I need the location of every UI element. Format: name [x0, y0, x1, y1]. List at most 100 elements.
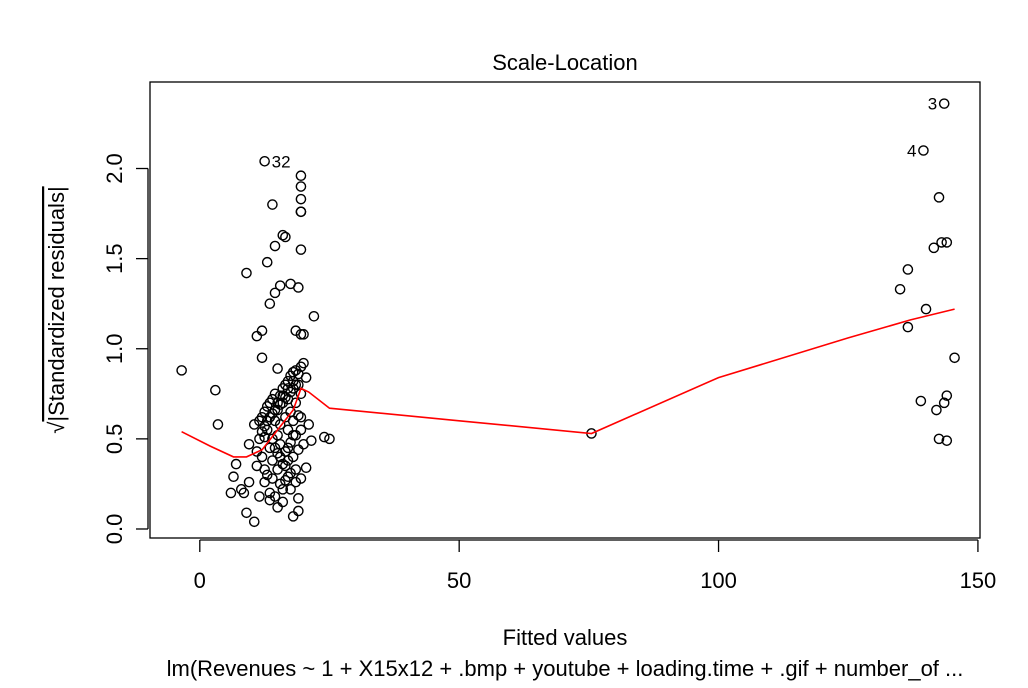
x-tick-label: 100 — [700, 568, 737, 593]
data-point — [931, 404, 942, 416]
y-axis: 0.0 0.5 1.0 1.5 2.0 — [102, 153, 149, 545]
data-point — [287, 511, 299, 522]
data-point — [254, 433, 265, 445]
data-point — [259, 420, 270, 432]
data-point — [277, 390, 289, 401]
data-point — [269, 287, 281, 299]
data-point — [933, 192, 945, 203]
data-point — [894, 283, 906, 295]
data-point — [280, 460, 291, 472]
x-axis-label: Fitted values — [503, 625, 628, 650]
data-point — [259, 476, 270, 488]
data-point — [261, 256, 273, 268]
data-point — [941, 390, 953, 401]
data-point — [241, 507, 252, 519]
data-point — [295, 361, 307, 373]
y-axis-label-body: |Standardized residuals| — [44, 186, 69, 421]
data-point — [251, 460, 263, 472]
data-point — [248, 516, 260, 528]
data-point — [256, 352, 268, 364]
data-point — [277, 229, 289, 241]
data-point — [902, 264, 914, 275]
data-point — [277, 484, 289, 495]
data-point — [261, 415, 273, 427]
x-tick-label: 150 — [960, 568, 997, 593]
chart-title: Scale-Location — [492, 50, 638, 75]
data-point — [254, 491, 265, 502]
data-point — [287, 429, 299, 441]
data-point — [308, 311, 320, 322]
data-point — [287, 451, 299, 463]
data-point — [949, 352, 960, 364]
data-point — [295, 206, 307, 218]
data-point — [941, 237, 953, 248]
data-point — [928, 242, 940, 254]
data-point — [295, 181, 307, 192]
plot-frame — [149, 81, 981, 539]
svg-text:√|Standardized residuals|: √|Standardized residuals| — [44, 186, 69, 433]
data-point — [293, 368, 304, 380]
data-point — [938, 98, 950, 109]
y-tick-label: 0.0 — [102, 514, 127, 545]
y-axis-label-root: √ — [44, 421, 69, 434]
data-point — [295, 424, 307, 436]
chart-subtitle: lm(Revenues ~ 1 + X15x12 + .bmp + youtub… — [167, 656, 964, 681]
data-point — [267, 408, 278, 419]
data-point — [902, 321, 914, 333]
data-point — [293, 282, 304, 293]
data-point — [210, 384, 221, 396]
x-axis: 0 50 100 150 — [194, 539, 997, 593]
data-point — [295, 244, 307, 255]
data-point — [285, 484, 296, 495]
data-point — [256, 451, 268, 463]
data-point — [915, 395, 927, 407]
point-label: 3 — [928, 95, 937, 114]
point-label: 32 — [272, 152, 291, 171]
data-point — [269, 240, 281, 252]
data-point — [264, 494, 276, 506]
data-point — [176, 365, 187, 376]
data-point — [298, 329, 309, 340]
data-point — [230, 458, 242, 470]
data-point — [256, 325, 268, 337]
data-point — [259, 156, 270, 167]
data-point — [212, 419, 224, 430]
data-point — [282, 442, 294, 454]
data-point — [274, 419, 286, 430]
data-point — [324, 433, 335, 445]
data-point — [938, 397, 950, 409]
data-point — [287, 375, 299, 387]
data-point — [274, 451, 286, 463]
smooth-line — [181, 308, 955, 458]
data-point — [290, 397, 302, 409]
data-point — [269, 442, 281, 454]
data-point — [318, 431, 330, 443]
data-point — [259, 431, 270, 443]
data-point — [251, 330, 263, 342]
data-point — [303, 419, 315, 430]
point-labels: 3 4 32 — [272, 95, 938, 172]
data-point — [285, 437, 296, 448]
data-point — [277, 496, 289, 508]
data-point — [274, 280, 286, 291]
data-point — [272, 397, 283, 409]
data-point — [941, 435, 953, 446]
data-point — [293, 505, 304, 517]
data-point — [267, 199, 278, 210]
y-tick-label: 0.5 — [102, 424, 127, 455]
data-point — [918, 145, 929, 156]
y-tick-label: 1.0 — [102, 333, 127, 364]
data-point — [228, 471, 239, 483]
y-axis-label: √|Standardized residuals| — [44, 186, 69, 433]
data-point — [243, 438, 255, 450]
data-point — [280, 231, 291, 243]
y-tick-label: 2.0 — [102, 153, 127, 184]
data-point — [238, 487, 250, 499]
data-point — [293, 410, 304, 421]
data-point — [936, 237, 947, 248]
data-point — [293, 493, 304, 504]
x-tick-label: 50 — [447, 568, 471, 593]
data-point — [272, 502, 283, 513]
data-point — [933, 433, 945, 445]
